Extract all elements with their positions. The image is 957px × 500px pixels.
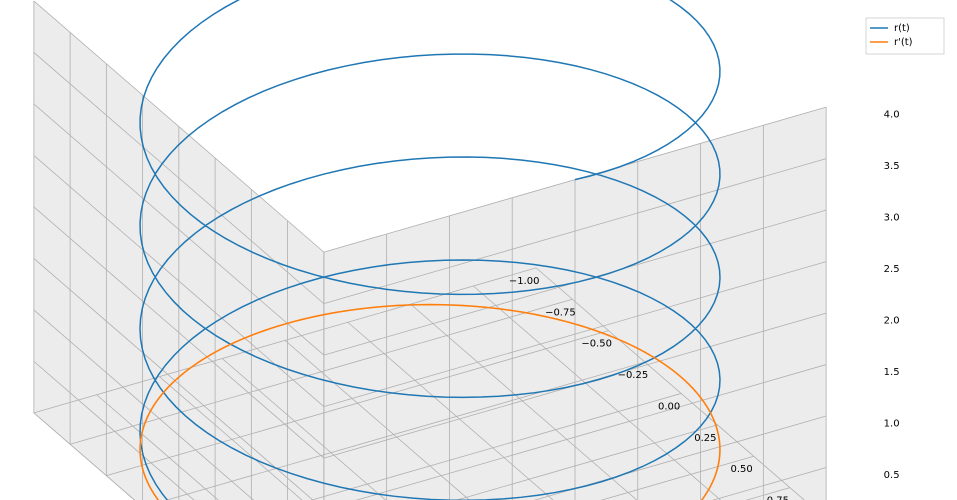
z-tick-label: 4.0 [884, 110, 900, 121]
z-tick-label: 3.0 [884, 212, 900, 223]
x-tick-label: −0.50 [581, 339, 612, 350]
legend-label-1: r'(t) [894, 37, 913, 48]
z-tick-label: 3.5 [884, 161, 900, 172]
z-tick-label: 2.5 [884, 264, 900, 275]
x-tick-label: 0.00 [658, 401, 680, 412]
legend-label-0: r(t) [894, 23, 910, 34]
z-tick-label: 0.5 [884, 470, 900, 481]
plot-3d-svg: −1.00−0.75−0.50−0.250.000.250.500.751.00… [0, 0, 957, 500]
z-tick-label: 1.5 [884, 367, 900, 378]
x-tick-label: 0.75 [767, 496, 789, 500]
x-tick-label: 0.50 [731, 464, 753, 475]
x-tick-label: 0.25 [694, 433, 716, 444]
z-tick-label: 2.0 [884, 315, 900, 326]
plot-3d-container: −1.00−0.75−0.50−0.250.000.250.500.751.00… [0, 0, 957, 500]
x-tick-label: −0.75 [545, 307, 576, 318]
z-tick-label: 1.0 [884, 418, 900, 429]
x-tick-label: −1.00 [509, 276, 540, 287]
